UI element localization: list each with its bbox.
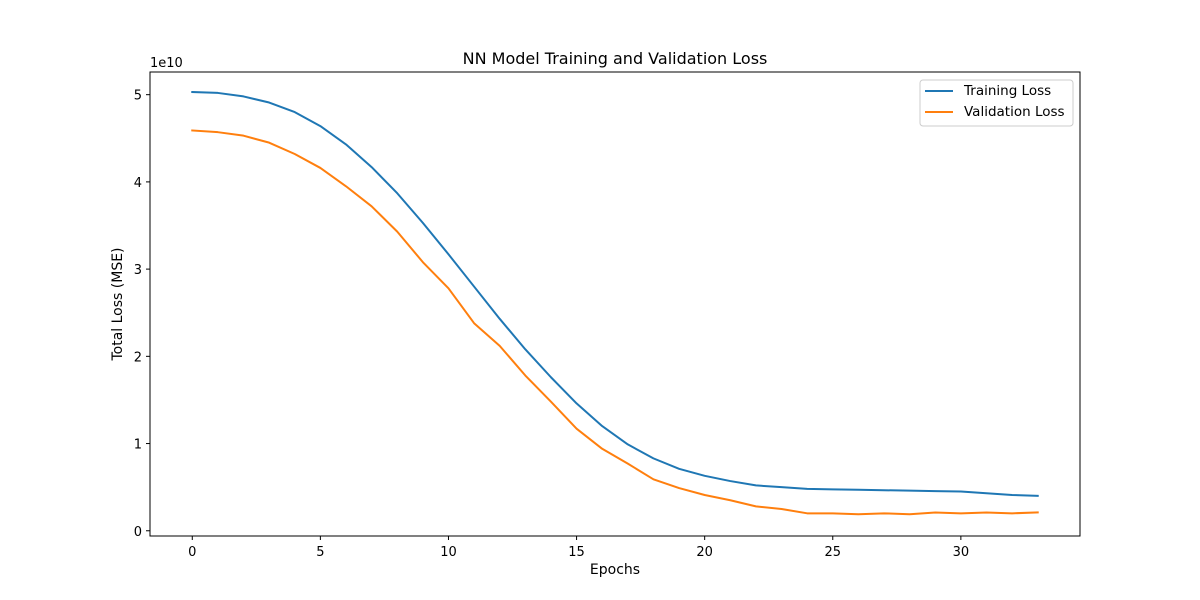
- x-tick-label: 10: [440, 545, 457, 560]
- legend-label-validation: Validation Loss: [964, 104, 1065, 120]
- y-axis-label: Total Loss (MSE): [110, 247, 126, 361]
- y-axis-ticks: 0 1 2 3 4 5: [134, 89, 150, 540]
- legend-box: [919, 79, 1074, 127]
- plot-frame: [149, 71, 1081, 537]
- x-axis-ticks: 0 5 10 15 20 25 30: [188, 536, 969, 560]
- y-tick-label: 2: [134, 350, 142, 365]
- x-axis-label: Epochs: [590, 562, 640, 578]
- validation-loss-line: [191, 129, 1039, 516]
- y-tick-label: 3: [134, 263, 142, 278]
- x-tick-label: 30: [953, 545, 970, 560]
- legend: Training Loss Validation Loss: [919, 79, 1074, 127]
- x-tick-label: 5: [316, 545, 324, 560]
- x-tick-label: 0: [188, 545, 196, 560]
- training-loss-line: [191, 91, 1039, 497]
- x-tick-label: 15: [568, 545, 585, 560]
- legend-label-training: Training Loss: [963, 83, 1051, 99]
- y-tick-label: 5: [134, 89, 142, 104]
- x-tick-label: 20: [696, 545, 713, 560]
- y-offset-label: 1e10: [150, 56, 183, 71]
- y-tick-label: 0: [134, 525, 142, 540]
- y-tick-label: 4: [134, 176, 142, 191]
- series-lines: [191, 91, 1039, 516]
- y-tick-label: 1: [134, 438, 142, 453]
- x-tick-label: 25: [824, 545, 841, 560]
- chart-title: NN Model Training and Validation Loss: [463, 49, 768, 68]
